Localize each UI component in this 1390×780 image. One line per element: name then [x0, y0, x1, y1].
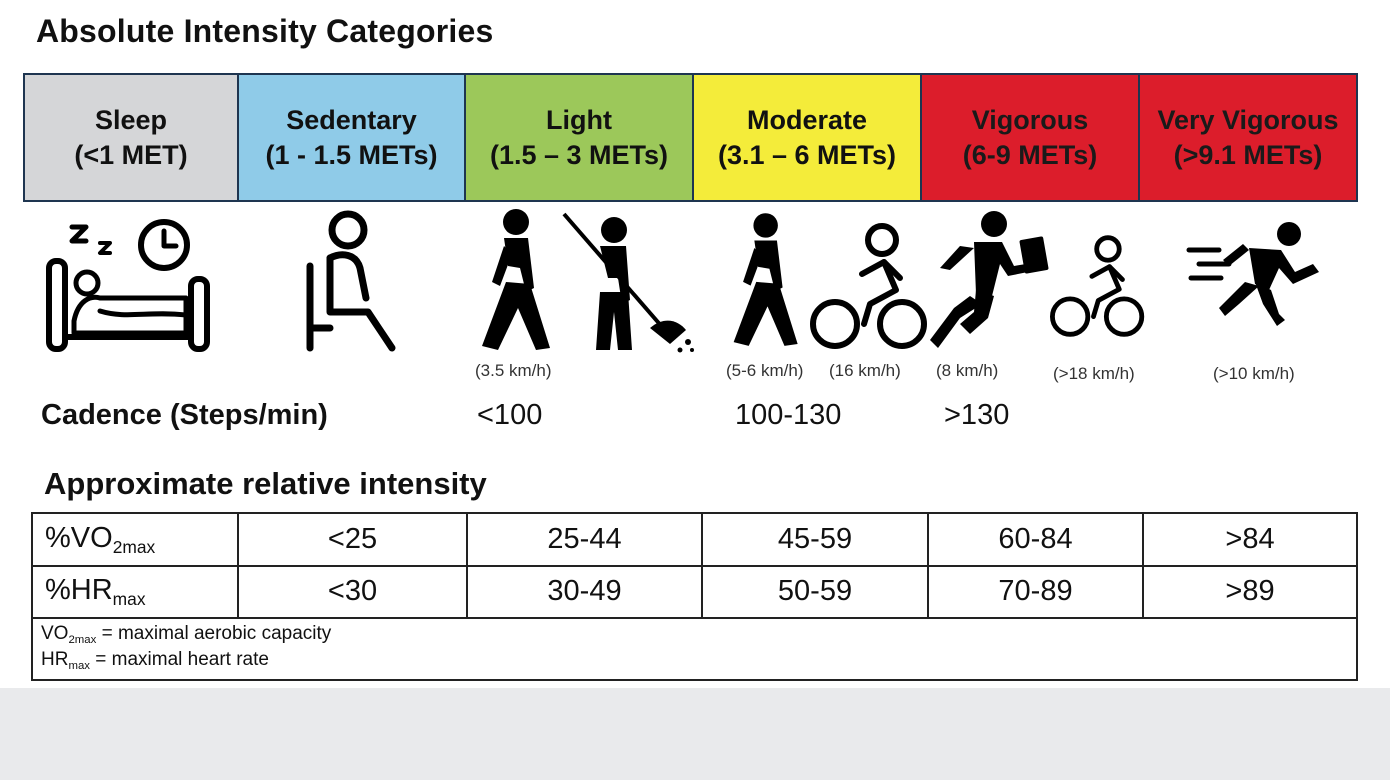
- category-mets: (<1 MET): [74, 139, 188, 170]
- speed-label: (>10 km/h): [1213, 364, 1295, 383]
- walking-person-icon: [733, 213, 798, 346]
- hr-row-label: %HRmax: [45, 574, 146, 610]
- category-name: Light: [546, 104, 612, 135]
- speed-label: (16 km/h): [829, 361, 901, 380]
- footnote-hr: HRmax = maximal heart rate: [41, 649, 269, 672]
- category-name: Vigorous: [971, 104, 1089, 135]
- relative-intensity-table: %VO2max <25 25-44 45-59 60-84 >84 %HRmax…: [31, 512, 1358, 681]
- speed-label: (8 km/h): [936, 361, 999, 380]
- cadence-value: <100: [477, 399, 543, 431]
- category-very-vigorous: Very Vigorous (>9.1 METs): [1138, 73, 1358, 202]
- category-mets: (1 - 1.5 METs): [265, 139, 438, 170]
- cadence-label: Cadence (Steps/min): [41, 399, 328, 431]
- running-businessman-icon: [930, 211, 1049, 348]
- category-light: Light (1.5 – 3 METs): [464, 73, 694, 202]
- category-mets: (1.5 – 3 METs): [489, 139, 669, 170]
- category-name: Sleep: [94, 104, 168, 135]
- category-sedentary: Sedentary (1 - 1.5 METs): [237, 73, 466, 202]
- table-divider: [33, 565, 1356, 567]
- vo2-row-label: %VO2max: [45, 522, 155, 558]
- hr-cell: 70-89: [998, 575, 1073, 607]
- category-name: Very Vigorous: [1157, 104, 1339, 135]
- sleep-bed-icon: [46, 219, 210, 352]
- footnote-sub: max: [68, 659, 90, 672]
- speed-label: (5-6 km/h): [726, 361, 804, 380]
- footnote-term: VO: [41, 623, 69, 644]
- category-moderate: Moderate (3.1 – 6 METs): [692, 73, 922, 202]
- footnote-def: = maximal aerobic capacity: [96, 623, 332, 644]
- infographic-canvas: Absolute Intensity Categories Sleep (<1 …: [0, 0, 1390, 688]
- hr-cell: 30-49: [547, 575, 622, 607]
- seated-person-icon: [306, 210, 396, 352]
- walking-person-icon: [482, 209, 550, 350]
- category-mets: (6-9 METs): [962, 139, 1098, 170]
- table-divider: [466, 514, 468, 619]
- category-name: Moderate: [746, 104, 868, 135]
- category-name: Sedentary: [286, 104, 417, 135]
- vo2-cell: <25: [327, 523, 378, 555]
- vo2-label-main: %VO: [45, 522, 113, 554]
- vo2-cell: 60-84: [998, 523, 1073, 555]
- table-divider: [701, 514, 703, 619]
- footnote-def: = maximal heart rate: [89, 649, 269, 670]
- category-mets: (3.1 – 6 METs): [717, 139, 897, 170]
- sprinter-icon: [1186, 222, 1319, 326]
- vo2-cell: >84: [1225, 523, 1275, 555]
- table-divider: [33, 617, 1356, 619]
- hr-cell: >89: [1225, 575, 1275, 607]
- table-divider: [927, 514, 929, 619]
- cadence-value: >130: [944, 399, 1010, 431]
- cadence-value: 100-130: [735, 399, 842, 431]
- hr-label-main: %HR: [45, 574, 113, 606]
- cyclist-icon: [810, 223, 927, 349]
- footnote-sub: 2max: [68, 633, 97, 646]
- category-vigorous: Vigorous (6-9 METs): [920, 73, 1140, 202]
- table-divider: [237, 514, 239, 619]
- category-mets: (>9.1 METs): [1173, 139, 1323, 170]
- vo2-cell: 25-44: [547, 523, 622, 555]
- vo2-cell: 45-59: [777, 523, 853, 555]
- speed-label: (>18 km/h): [1053, 364, 1135, 383]
- cyclist-icon: [1050, 235, 1145, 337]
- hr-cell: <30: [327, 575, 378, 607]
- vo2-label-sub: 2max: [112, 537, 156, 558]
- sweeping-person-icon: [562, 212, 694, 353]
- hr-cell: 50-59: [777, 575, 853, 607]
- category-sleep: Sleep (<1 MET): [23, 73, 239, 202]
- hr-label-sub: max: [112, 589, 146, 610]
- footnote-term: HR: [41, 649, 69, 670]
- page-title: Absolute Intensity Categories: [36, 13, 494, 49]
- table-divider: [1142, 514, 1144, 619]
- speed-label: (3.5 km/h): [475, 361, 552, 380]
- footnote-vo2: VO2max = maximal aerobic capacity: [41, 623, 331, 646]
- relative-intensity-title: Approximate relative intensity: [44, 466, 487, 501]
